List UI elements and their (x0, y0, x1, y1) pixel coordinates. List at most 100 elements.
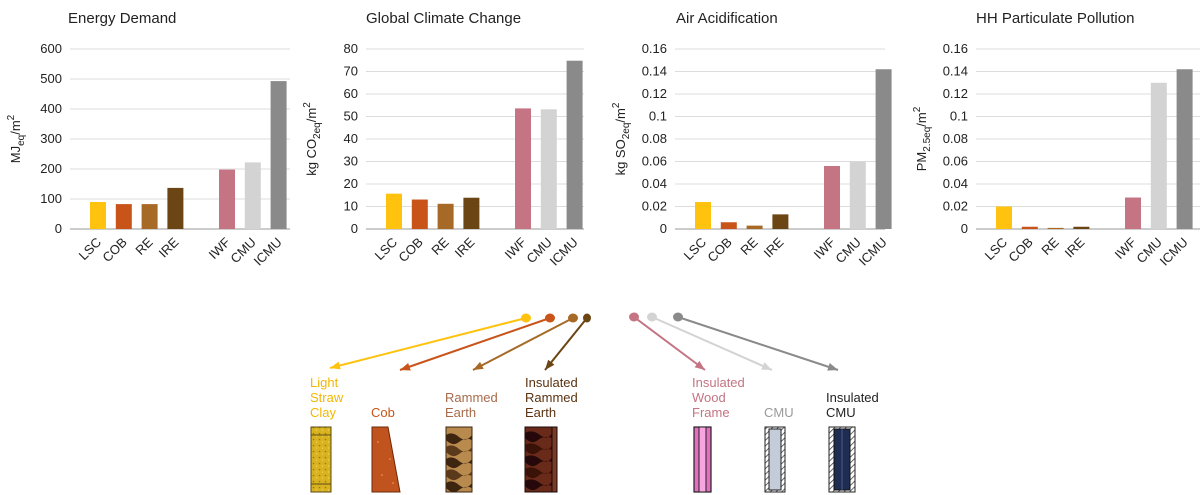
y-tick-label: 0.14 (943, 64, 968, 79)
connector-dot (629, 312, 639, 322)
bar-re (141, 204, 158, 229)
connector-dot (647, 312, 657, 322)
chart-title: Global Climate Change (366, 10, 521, 27)
connector-arrowhead (473, 361, 484, 370)
bar-cob (411, 199, 428, 229)
insulated-wood-frame-section-icon (693, 426, 712, 493)
bar-lsc (695, 202, 711, 229)
x-tick-label: RE (132, 234, 156, 258)
connector-line (329, 317, 527, 369)
chart-0: Energy Demand 0 100 200 300 400 500 600 MJeq/m2 L… (6, 10, 290, 269)
bar-iwf (824, 166, 840, 229)
connector-line (651, 316, 773, 371)
bar-cob (1021, 226, 1038, 229)
chart-title: HH Particulate Pollution (976, 10, 1134, 27)
bar-charts-panel: Energy Demand0100200300400500600MJeq/m2L… (6, 10, 1200, 269)
x-tick-label: LSC (681, 235, 709, 263)
bar-lsc (386, 193, 402, 229)
y-tick-label: 0.1 (950, 109, 968, 124)
insulated-cmu-section-icon (828, 426, 856, 493)
wall-label-iwf: Insulated Wood Frame (692, 375, 745, 420)
x-tick-label: RE (1038, 234, 1062, 258)
y-tick-label: 40 (344, 131, 358, 146)
wall-label-lsc: Light Straw Clay (310, 375, 344, 420)
connector-cmu (647, 312, 773, 371)
x-tick-label: COB (395, 235, 426, 266)
y-tick-label: 0.12 (943, 86, 968, 101)
bar-cob (720, 222, 737, 229)
connector-line (633, 316, 706, 371)
y-tick-label: 0.1 (649, 109, 667, 124)
x-tick-label: RE (428, 234, 452, 258)
connector-line (399, 317, 551, 371)
connector-arrowhead (400, 362, 411, 371)
bar-icmu (270, 81, 287, 229)
bar-ire (772, 214, 789, 229)
bar-cmu (244, 162, 261, 229)
connector-line (544, 317, 588, 371)
bar-cob (115, 204, 132, 229)
wall-label-ire: Insulated Rammed Earth (525, 375, 578, 420)
bar-iwf (1125, 197, 1141, 229)
bar-cmu (849, 161, 866, 229)
bar-lsc (90, 202, 106, 229)
y-tick-label: 0 (55, 221, 62, 236)
connector-arrowhead (545, 359, 555, 370)
connector-re (472, 313, 578, 371)
x-tick-label: COB (704, 235, 735, 266)
connector-dot (583, 313, 591, 323)
connector-arrowhead (694, 360, 705, 370)
y-axis-label: MJeq/m2 (6, 114, 27, 163)
y-tick-label: 0 (351, 221, 358, 236)
x-tick-label: ICMU (251, 235, 285, 269)
connector-ire (544, 313, 591, 371)
chart-1: Global Climate Change 0 10 20 30 40 50 60 70 80 kg… (302, 10, 584, 269)
connector-line (677, 316, 839, 371)
y-tick-label: 0.04 (943, 176, 968, 191)
bar-ire (167, 187, 184, 229)
chart-3: HH Particulate Pollution 0 0.02 0.04 0.06 0.0… (912, 10, 1200, 269)
rammed-earth-section-icon (445, 426, 473, 493)
x-tick-label: ICMU (1157, 235, 1191, 269)
y-tick-label: 60 (344, 86, 358, 101)
bar-icmu (875, 69, 892, 229)
y-tick-label: 0 (961, 221, 968, 236)
x-tick-label: IRE (1062, 234, 1088, 260)
x-tick-label: IRE (761, 234, 787, 260)
bar-lsc (996, 206, 1012, 229)
bar-ire (1073, 226, 1090, 229)
connector-lsc (329, 313, 531, 370)
y-tick-label: 0.02 (943, 199, 968, 214)
y-axis-label: kg SO2eq/m2 (611, 102, 632, 175)
connector-arrowhead (827, 363, 838, 371)
chart-title: Energy Demand (68, 10, 176, 27)
cmu-section-icon (764, 426, 786, 493)
y-tick-label: 0.02 (642, 199, 667, 214)
bar-re (746, 225, 763, 229)
x-tick-label: ICMU (856, 235, 890, 269)
connector-cob (399, 313, 555, 371)
bar-icmu (1176, 69, 1193, 229)
y-tick-label: 0.06 (642, 154, 667, 169)
x-tick-label: COB (1005, 235, 1036, 266)
bar-ire (463, 197, 480, 229)
light-straw-clay-section-icon (310, 426, 332, 493)
y-tick-label: 500 (40, 71, 62, 86)
y-tick-label: 80 (344, 41, 358, 56)
wall-legend-panel (310, 312, 856, 493)
connector-icmu (673, 312, 839, 371)
wall-label-cob: Cob (371, 405, 395, 420)
x-tick-label: IRE (452, 234, 478, 260)
wall-label-icmu: Insulated CMU (826, 390, 879, 420)
y-tick-label: 0.06 (943, 154, 968, 169)
y-tick-label: 0.14 (642, 64, 667, 79)
y-axis-label: PM2.5eq/m2 (912, 106, 933, 171)
connector-dot (521, 313, 531, 323)
bar-iwf (515, 108, 531, 229)
y-tick-label: 10 (344, 199, 358, 214)
x-tick-label: IRE (156, 234, 182, 260)
x-tick-label: COB (99, 235, 130, 266)
y-tick-label: 0.08 (943, 131, 968, 146)
bar-cmu (540, 109, 557, 229)
y-tick-label: 30 (344, 154, 358, 169)
